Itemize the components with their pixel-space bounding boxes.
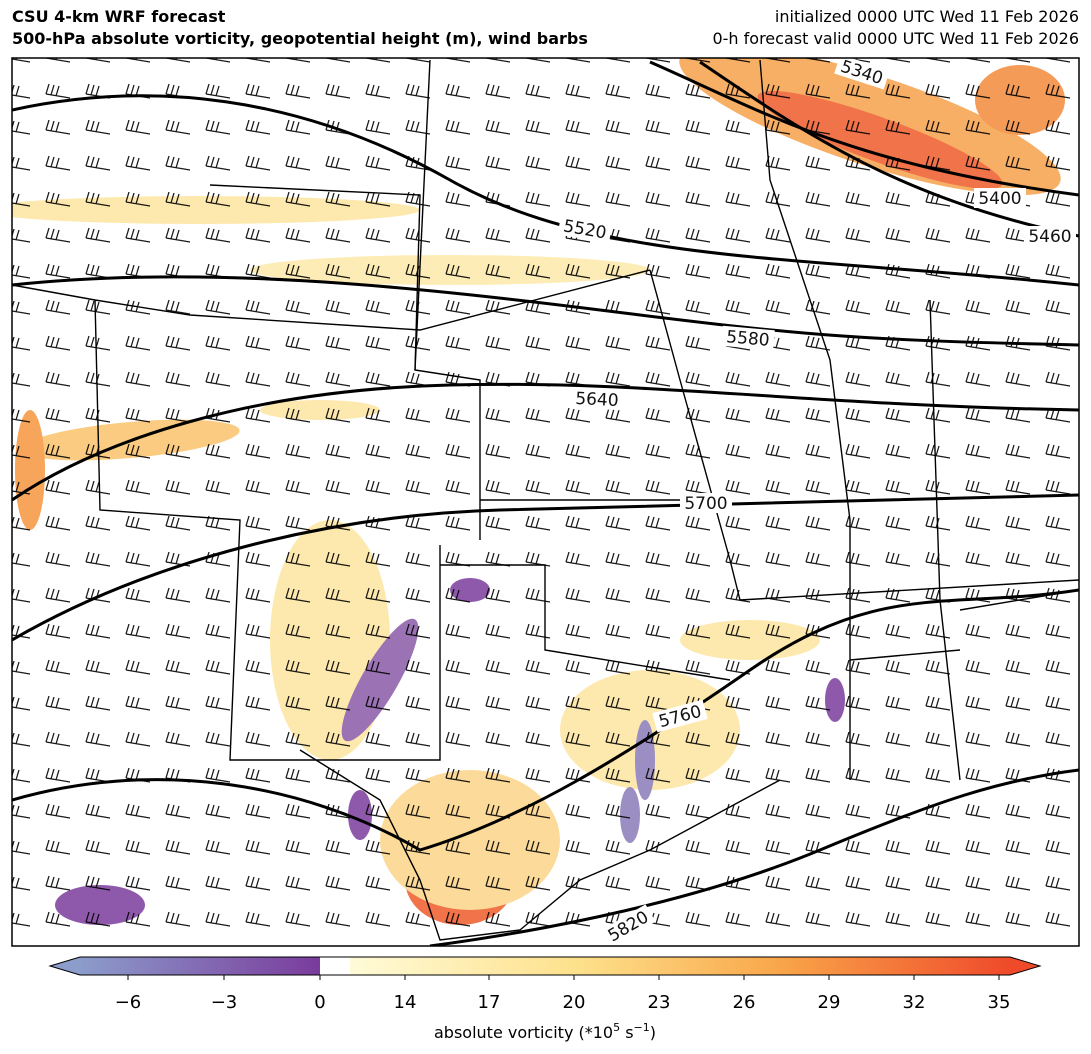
colorbar-tick-label: 29 xyxy=(818,992,841,1013)
colorbar-label: absolute vorticity (*105 s−1) xyxy=(434,1021,656,1042)
valid-time: 0-h forecast valid 0000 UTC Wed 11 Feb 2… xyxy=(712,29,1079,48)
colorbar-tick-label: 32 xyxy=(903,992,926,1013)
colorbar-tick-label: 26 xyxy=(733,992,756,1013)
map-frame xyxy=(11,57,1080,947)
title: CSU 4-km WRF forecast xyxy=(12,7,226,26)
contour-label: 5460 xyxy=(1028,227,1071,247)
colorbar-tick-label: 17 xyxy=(478,992,501,1013)
contour-label-bg xyxy=(721,325,775,351)
contour-label-bg xyxy=(652,699,708,733)
subtitle: 500-hPa absolute vorticity, geopotential… xyxy=(12,29,588,48)
colorbar-tick-label: 0 xyxy=(314,992,325,1013)
colorbar-tick-label: 14 xyxy=(394,992,417,1013)
colorbar-tick-label: 23 xyxy=(648,992,671,1013)
contour-label-bg xyxy=(974,188,1026,208)
colorbar-tick-label: −3 xyxy=(211,992,238,1013)
init-time: initialized 0000 UTC Wed 11 Feb 2026 xyxy=(775,7,1079,26)
height-contours xyxy=(12,60,1079,946)
contour-label-bg xyxy=(600,904,656,946)
contour-label-bg xyxy=(570,387,624,411)
contour-label: 5580 xyxy=(725,327,770,351)
colorbar-tick-label: 20 xyxy=(563,992,586,1013)
contour-label: 5640 xyxy=(575,389,619,411)
boundaries xyxy=(12,59,1079,941)
contour-label-bg xyxy=(1024,226,1076,246)
colorbar-tick-label: 35 xyxy=(988,992,1011,1013)
contour-label: 5400 xyxy=(978,189,1021,209)
contour-label-bg xyxy=(557,214,613,244)
contour-label: 5700 xyxy=(684,494,727,514)
colorbar: −6 −3 0 14 17 20 23 26 29 32 35 absolute vorticity… xyxy=(48,956,1042,1042)
colorbar-tick-label: −6 xyxy=(115,992,142,1013)
contour-label-bg xyxy=(680,493,732,513)
contour-label-bg xyxy=(834,58,890,90)
